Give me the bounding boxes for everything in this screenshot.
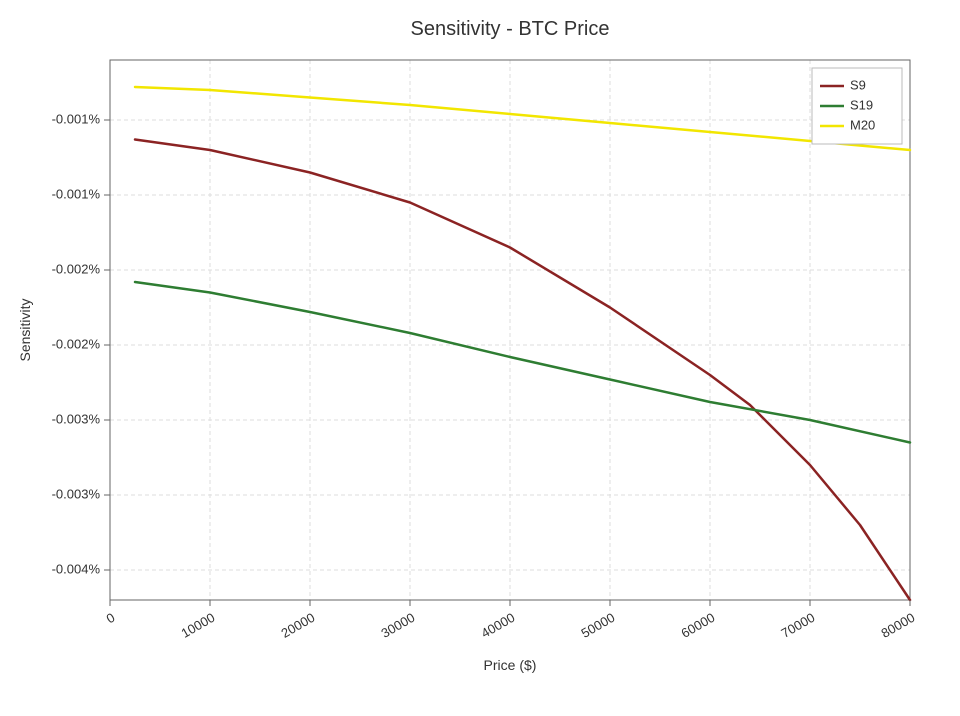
legend-label-m20: M20 [850,117,875,132]
y-tick-label: -0.004% [52,561,101,576]
y-tick-label: -0.003% [52,411,101,426]
y-tick-label: -0.001% [52,186,101,201]
x-axis-label: Price ($) [484,657,537,673]
sensitivity-chart: 0100002000030000400005000060000700008000… [0,0,960,716]
legend-label-s19: S19 [850,97,873,112]
y-tick-label: -0.002% [52,261,101,276]
y-tick-label: -0.003% [52,486,101,501]
y-axis-label: Sensitivity [17,298,33,361]
y-tick-label: -0.002% [52,336,101,351]
chart-container: 0100002000030000400005000060000700008000… [0,0,960,716]
legend: S9 S19 M20 [812,68,902,144]
y-tick-label: -0.001% [52,111,101,126]
chart-title: Sensitivity - BTC Price [411,18,610,40]
legend-label-s9: S9 [850,77,866,92]
